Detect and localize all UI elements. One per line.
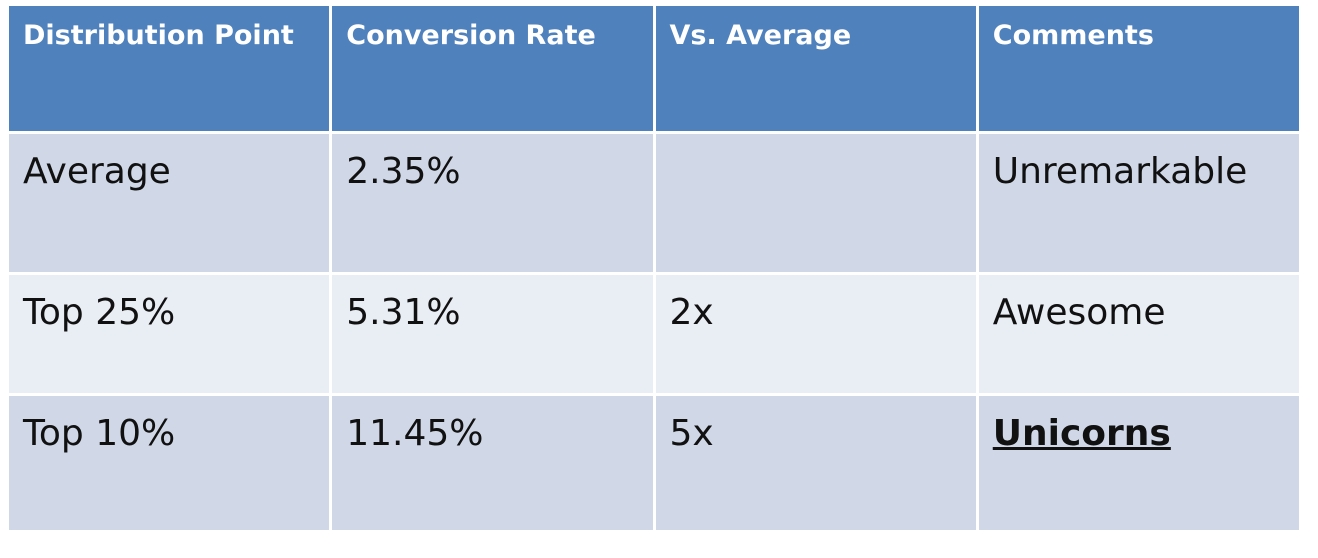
cell-distribution-point: Average [9,134,330,272]
cell-distribution-point: Top 25% [9,275,330,393]
cell-distribution-point: Top 10% [9,396,330,530]
table-row: Top 25% 5.31% 2x Awesome [9,275,1299,393]
data-table: Distribution Point Conversion Rate Vs. A… [6,3,1302,533]
table-row: Average 2.35% Unremarkable [9,134,1299,272]
cell-vs-average [655,134,976,272]
cell-conversion-rate: 5.31% [332,275,653,393]
cell-conversion-rate: 11.45% [332,396,653,530]
cell-vs-average: 5x [655,396,976,530]
cell-conversion-rate: 2.35% [332,134,653,272]
table-row: Top 10% 11.45% 5x Unicorns [9,396,1299,530]
cell-comments: Awesome [978,275,1299,393]
column-header-distribution-point: Distribution Point [9,6,330,131]
column-header-conversion-rate: Conversion Rate [332,6,653,131]
header-row: Distribution Point Conversion Rate Vs. A… [9,6,1299,131]
cell-comments-emphasized: Unicorns [978,396,1299,530]
cell-vs-average: 2x [655,275,976,393]
conversion-rate-table: Distribution Point Conversion Rate Vs. A… [9,6,1299,533]
cell-comments: Unremarkable [978,134,1299,272]
emphasized-comment-text: Unicorns [992,413,1171,454]
column-header-comments: Comments [978,6,1299,131]
column-header-vs-average: Vs. Average [655,6,976,131]
